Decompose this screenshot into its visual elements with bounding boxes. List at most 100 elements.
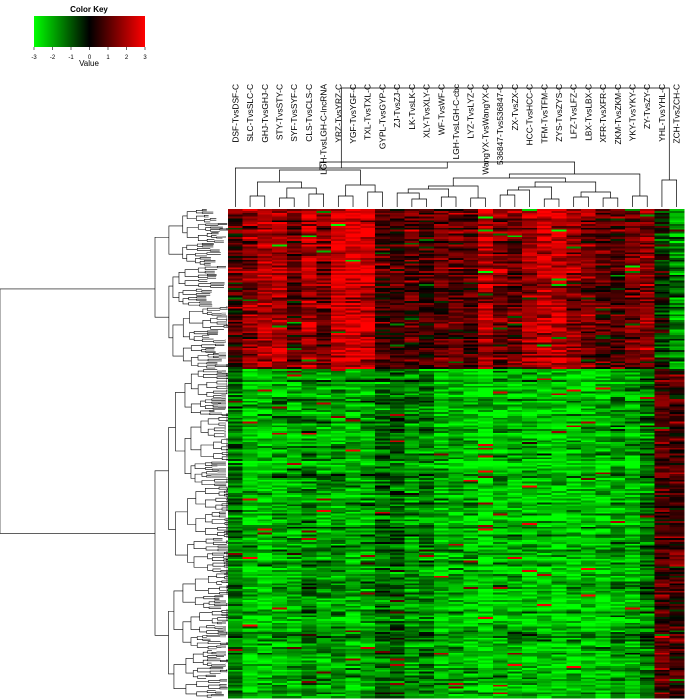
heatmap-cell xyxy=(404,415,420,419)
heatmap-cell xyxy=(419,269,435,272)
heatmap-cell xyxy=(669,271,685,274)
heatmap-cell xyxy=(551,419,567,422)
heatmap-cell xyxy=(536,344,553,347)
heatmap-cell xyxy=(639,250,655,253)
heatmap-cell xyxy=(375,210,391,214)
heatmap-cell xyxy=(448,299,464,302)
heatmap-cell xyxy=(242,229,258,232)
heatmap-cell xyxy=(404,430,420,434)
heatmap-cell xyxy=(433,316,450,319)
heatmap-cell xyxy=(507,449,523,453)
heatmap-cell xyxy=(330,372,347,375)
heatmap-cell xyxy=(639,263,655,266)
heatmap-cell xyxy=(360,372,376,375)
heatmap-cell xyxy=(228,246,244,249)
heatmap-cell xyxy=(654,348,670,351)
heatmap-cell xyxy=(581,252,597,255)
heatmap-cell xyxy=(566,284,582,287)
heatmap-cell xyxy=(610,408,626,411)
heatmap-cell xyxy=(492,461,508,464)
heatmap-cell xyxy=(507,363,523,366)
heatmap-cell xyxy=(492,287,508,291)
heatmap-cell xyxy=(522,445,538,449)
heatmap-cell xyxy=(478,470,494,473)
heatmap-cell xyxy=(654,254,670,257)
heatmap-cell xyxy=(522,240,538,244)
heatmap-cell xyxy=(595,447,611,451)
heatmap-cell xyxy=(345,276,361,279)
heatmap-cell xyxy=(478,304,494,308)
heatmap-cell xyxy=(581,372,597,375)
heatmap-cell xyxy=(419,304,435,308)
heatmap-cell xyxy=(330,451,347,454)
heatmap-cell xyxy=(448,263,464,266)
heatmap-cell xyxy=(639,319,655,323)
heatmap-cell xyxy=(301,333,317,336)
heatmap-cell xyxy=(581,282,597,285)
heatmap-cell xyxy=(272,365,288,368)
dendrogram-branch xyxy=(221,503,233,507)
heatmap-cell xyxy=(522,470,538,473)
heatmap-cell xyxy=(463,265,479,268)
heatmap-cell xyxy=(478,248,494,251)
heatmap-cell xyxy=(492,239,508,242)
heatmap-cell xyxy=(433,240,450,244)
heatmap-cell xyxy=(478,286,494,289)
dendrogram-branch xyxy=(190,373,199,390)
dendrogram-branch xyxy=(197,384,207,395)
heatmap-cell xyxy=(536,218,553,221)
heatmap-cell xyxy=(522,415,538,419)
heatmap-cell xyxy=(419,259,435,263)
heatmap-cell xyxy=(536,327,553,330)
heatmap-cell xyxy=(360,303,376,306)
heatmap-cell xyxy=(463,263,479,266)
heatmap-cell xyxy=(492,385,508,389)
heatmap-cell xyxy=(654,410,670,413)
heatmap-cell xyxy=(242,310,258,313)
heatmap-cell xyxy=(272,301,288,304)
heatmap-cell xyxy=(360,425,376,428)
heatmap-cell xyxy=(242,267,258,270)
dendrogram-branch xyxy=(211,664,225,667)
heatmap-cell xyxy=(581,432,597,436)
heatmap-cell xyxy=(286,304,302,308)
heatmap-cell xyxy=(316,459,332,462)
heatmap-cell xyxy=(639,464,655,468)
heatmap-cell xyxy=(478,459,494,462)
heatmap-cell xyxy=(625,372,641,375)
heatmap-cell xyxy=(581,353,597,357)
heatmap-cell xyxy=(566,468,582,471)
heatmap-cell xyxy=(286,361,302,364)
heatmap-cell xyxy=(345,335,361,338)
heatmap-cell xyxy=(375,430,391,434)
heatmap-cell xyxy=(301,370,317,374)
dendrogram-branch xyxy=(206,307,221,311)
heatmap-cell xyxy=(433,412,450,415)
heatmap-cell xyxy=(463,419,479,422)
heatmap-cell xyxy=(610,366,626,370)
dendrogram-branch xyxy=(193,541,207,549)
heatmap-cell xyxy=(286,404,302,407)
heatmap-cell xyxy=(257,353,273,357)
heatmap-cell xyxy=(272,378,288,381)
heatmap-cell xyxy=(330,257,347,261)
heatmap-cell xyxy=(301,361,317,364)
dendrogram-branch xyxy=(211,468,219,471)
heatmap-cell xyxy=(566,378,582,381)
heatmap-cell xyxy=(286,248,302,251)
heatmap-cell xyxy=(551,365,567,368)
dendrogram-branch xyxy=(214,603,228,606)
heatmap-cell xyxy=(242,248,258,251)
heatmap-cell xyxy=(566,436,582,439)
heatmap-cell xyxy=(625,254,641,257)
heatmap-cell xyxy=(433,284,450,287)
heatmap-cell xyxy=(551,212,567,216)
heatmap-cell xyxy=(448,385,464,389)
heatmap-cell xyxy=(492,246,508,249)
heatmap-cell xyxy=(654,378,670,381)
heatmap-cell xyxy=(463,284,479,287)
heatmap-cell xyxy=(286,464,302,468)
heatmap-cell xyxy=(272,327,288,330)
heatmap-cell xyxy=(301,271,317,274)
heatmap-cell xyxy=(389,395,405,398)
